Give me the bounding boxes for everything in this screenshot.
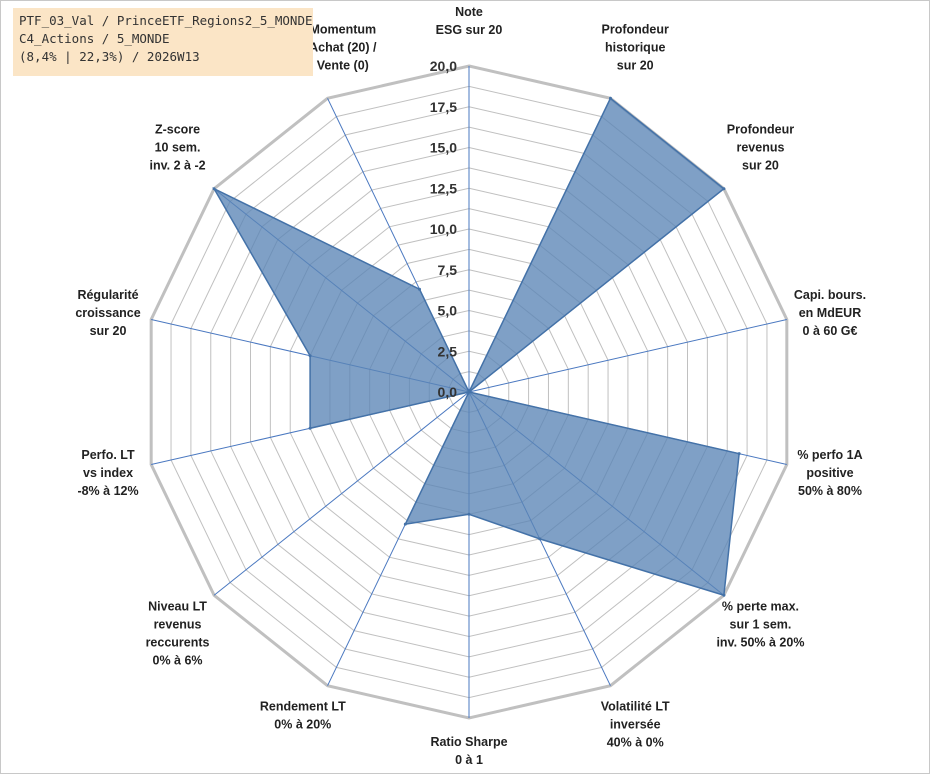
info-line-1: PTF_03_Val / PrinceETF_Regions2_5_MONDE	[19, 13, 313, 28]
axis-label-line: sur 20	[617, 59, 654, 73]
axis-label-line: Profondeur	[727, 123, 794, 137]
radar-tick-label: 20,0	[430, 58, 457, 74]
axis-label-line: Niveau LT	[148, 599, 207, 613]
radar-spoke	[213, 391, 470, 596]
radar-data-point	[722, 187, 726, 191]
axis-label-line: revenus	[154, 617, 202, 631]
axis-label-line: 0% à 20%	[274, 717, 331, 731]
info-line-2: C4_Actions / 5_MONDE	[19, 31, 170, 46]
axis-label-line: Achat (20) /	[309, 41, 377, 55]
info-box: PTF_03_Val / PrinceETF_Regions2_5_MONDE …	[13, 8, 313, 76]
axis-label-line: sur 20	[90, 324, 127, 338]
axis-label: Momentum Achat (20) / Vente (0)	[309, 23, 377, 73]
axis-label-line: inv. 50% à 20%	[716, 635, 804, 649]
axis-label-line: sur 20	[742, 159, 779, 173]
axis-label-line: vs index	[83, 466, 133, 480]
axis-label: Profondeur revenus sur 20	[727, 123, 794, 173]
axis-label-line: inv. 2 à -2	[150, 159, 206, 173]
radar-tick-label: 17,5	[430, 99, 457, 115]
radar-tick-label: 5,0	[438, 303, 458, 319]
radar-tick-label: 12,5	[430, 180, 457, 196]
axis-label-line: 50% à 80%	[798, 484, 862, 498]
axis-label-line: sur 1 sem.	[730, 617, 792, 631]
axis-label-line: -8% à 12%	[77, 484, 138, 498]
axis-label-line: Momentum	[309, 23, 376, 37]
radar-spoke	[468, 318, 787, 393]
axis-label-line: 0% à 6%	[153, 653, 203, 667]
axis-label: Niveau LT revenus reccurents 0% à 6%	[146, 599, 210, 667]
axis-label-line: en MdEUR	[799, 306, 862, 320]
radar-data-point	[417, 287, 421, 291]
radar-data-point	[308, 426, 312, 430]
axis-label-line: Régularité	[77, 288, 138, 302]
axis-label-line: croissance	[75, 306, 140, 320]
axis-label-line: Note	[455, 5, 483, 19]
axis-label: % perte max. sur 1 sem. inv. 50% à 20%	[716, 599, 804, 649]
radar-data-point	[467, 390, 471, 394]
axis-label-line: 0 à 1	[455, 753, 483, 767]
axis-label-line: inversée	[610, 717, 661, 731]
axis-label-line: Perfo. LT	[81, 448, 135, 462]
axis-label-line: Ratio Sharpe	[430, 735, 507, 749]
radar-tick-label: 0,0	[438, 384, 458, 400]
radar-tick-label: 7,5	[438, 262, 458, 278]
axis-label-line: revenus	[736, 141, 784, 155]
axis-label-line: % perte max.	[722, 599, 799, 613]
axis-label-line: 0 à 60 G€	[803, 324, 858, 338]
axis-label-line: positive	[806, 466, 853, 480]
axis-label-line: % perfo 1A	[797, 448, 862, 462]
axis-label-line: Rendement LT	[260, 699, 346, 713]
radar-data-point	[737, 452, 741, 456]
radar-data-point	[538, 537, 542, 541]
radar-data-point	[212, 187, 216, 191]
axis-label-line: Volatilité LT	[601, 699, 670, 713]
axis-label-line: Z-score	[155, 123, 200, 137]
axis-label: Ratio Sharpe 0 à 1	[430, 735, 507, 767]
axis-label-line: 10 sem.	[155, 141, 201, 155]
axis-label: Profondeur historique sur 20	[602, 23, 669, 73]
radar-tick-label: 2,5	[438, 343, 458, 359]
radar-tick-label: 10,0	[430, 221, 457, 237]
radar-data-point	[467, 512, 471, 516]
radar-data-point	[403, 522, 407, 526]
axis-label-line: Capi. bours.	[794, 288, 866, 302]
axis-label: Régularité croissance sur 20	[75, 288, 140, 338]
axis-label: Capi. bours. en MdEUR 0 à 60 G€	[794, 288, 866, 338]
radar-data-point	[308, 354, 312, 358]
axis-label: Rendement LT 0% à 20%	[260, 699, 346, 731]
axis-label-line: Vente (0)	[317, 59, 369, 73]
axis-label: Perfo. LT vs index -8% à 12%	[77, 448, 138, 498]
axis-label-line: Profondeur	[602, 23, 669, 37]
axis-label-line: ESG sur 20	[436, 23, 503, 37]
radar-data-point	[608, 96, 612, 100]
radar-data-point	[722, 593, 726, 597]
axis-label: Note ESG sur 20	[436, 5, 503, 37]
axis-label: % perfo 1A positive 50% à 80%	[797, 448, 862, 498]
axis-label-line: 40% à 0%	[607, 735, 664, 749]
axis-label: Volatilité LT inversée 40% à 0%	[601, 699, 670, 749]
axis-label-line: historique	[605, 41, 665, 55]
axis-label: Z-score 10 sem. inv. 2 à -2	[150, 123, 206, 173]
info-line-3: (8,4% | 22,3%) / 2026W13	[19, 49, 200, 64]
radar-tick-label: 15,0	[430, 140, 457, 156]
axis-label-line: reccurents	[146, 635, 210, 649]
